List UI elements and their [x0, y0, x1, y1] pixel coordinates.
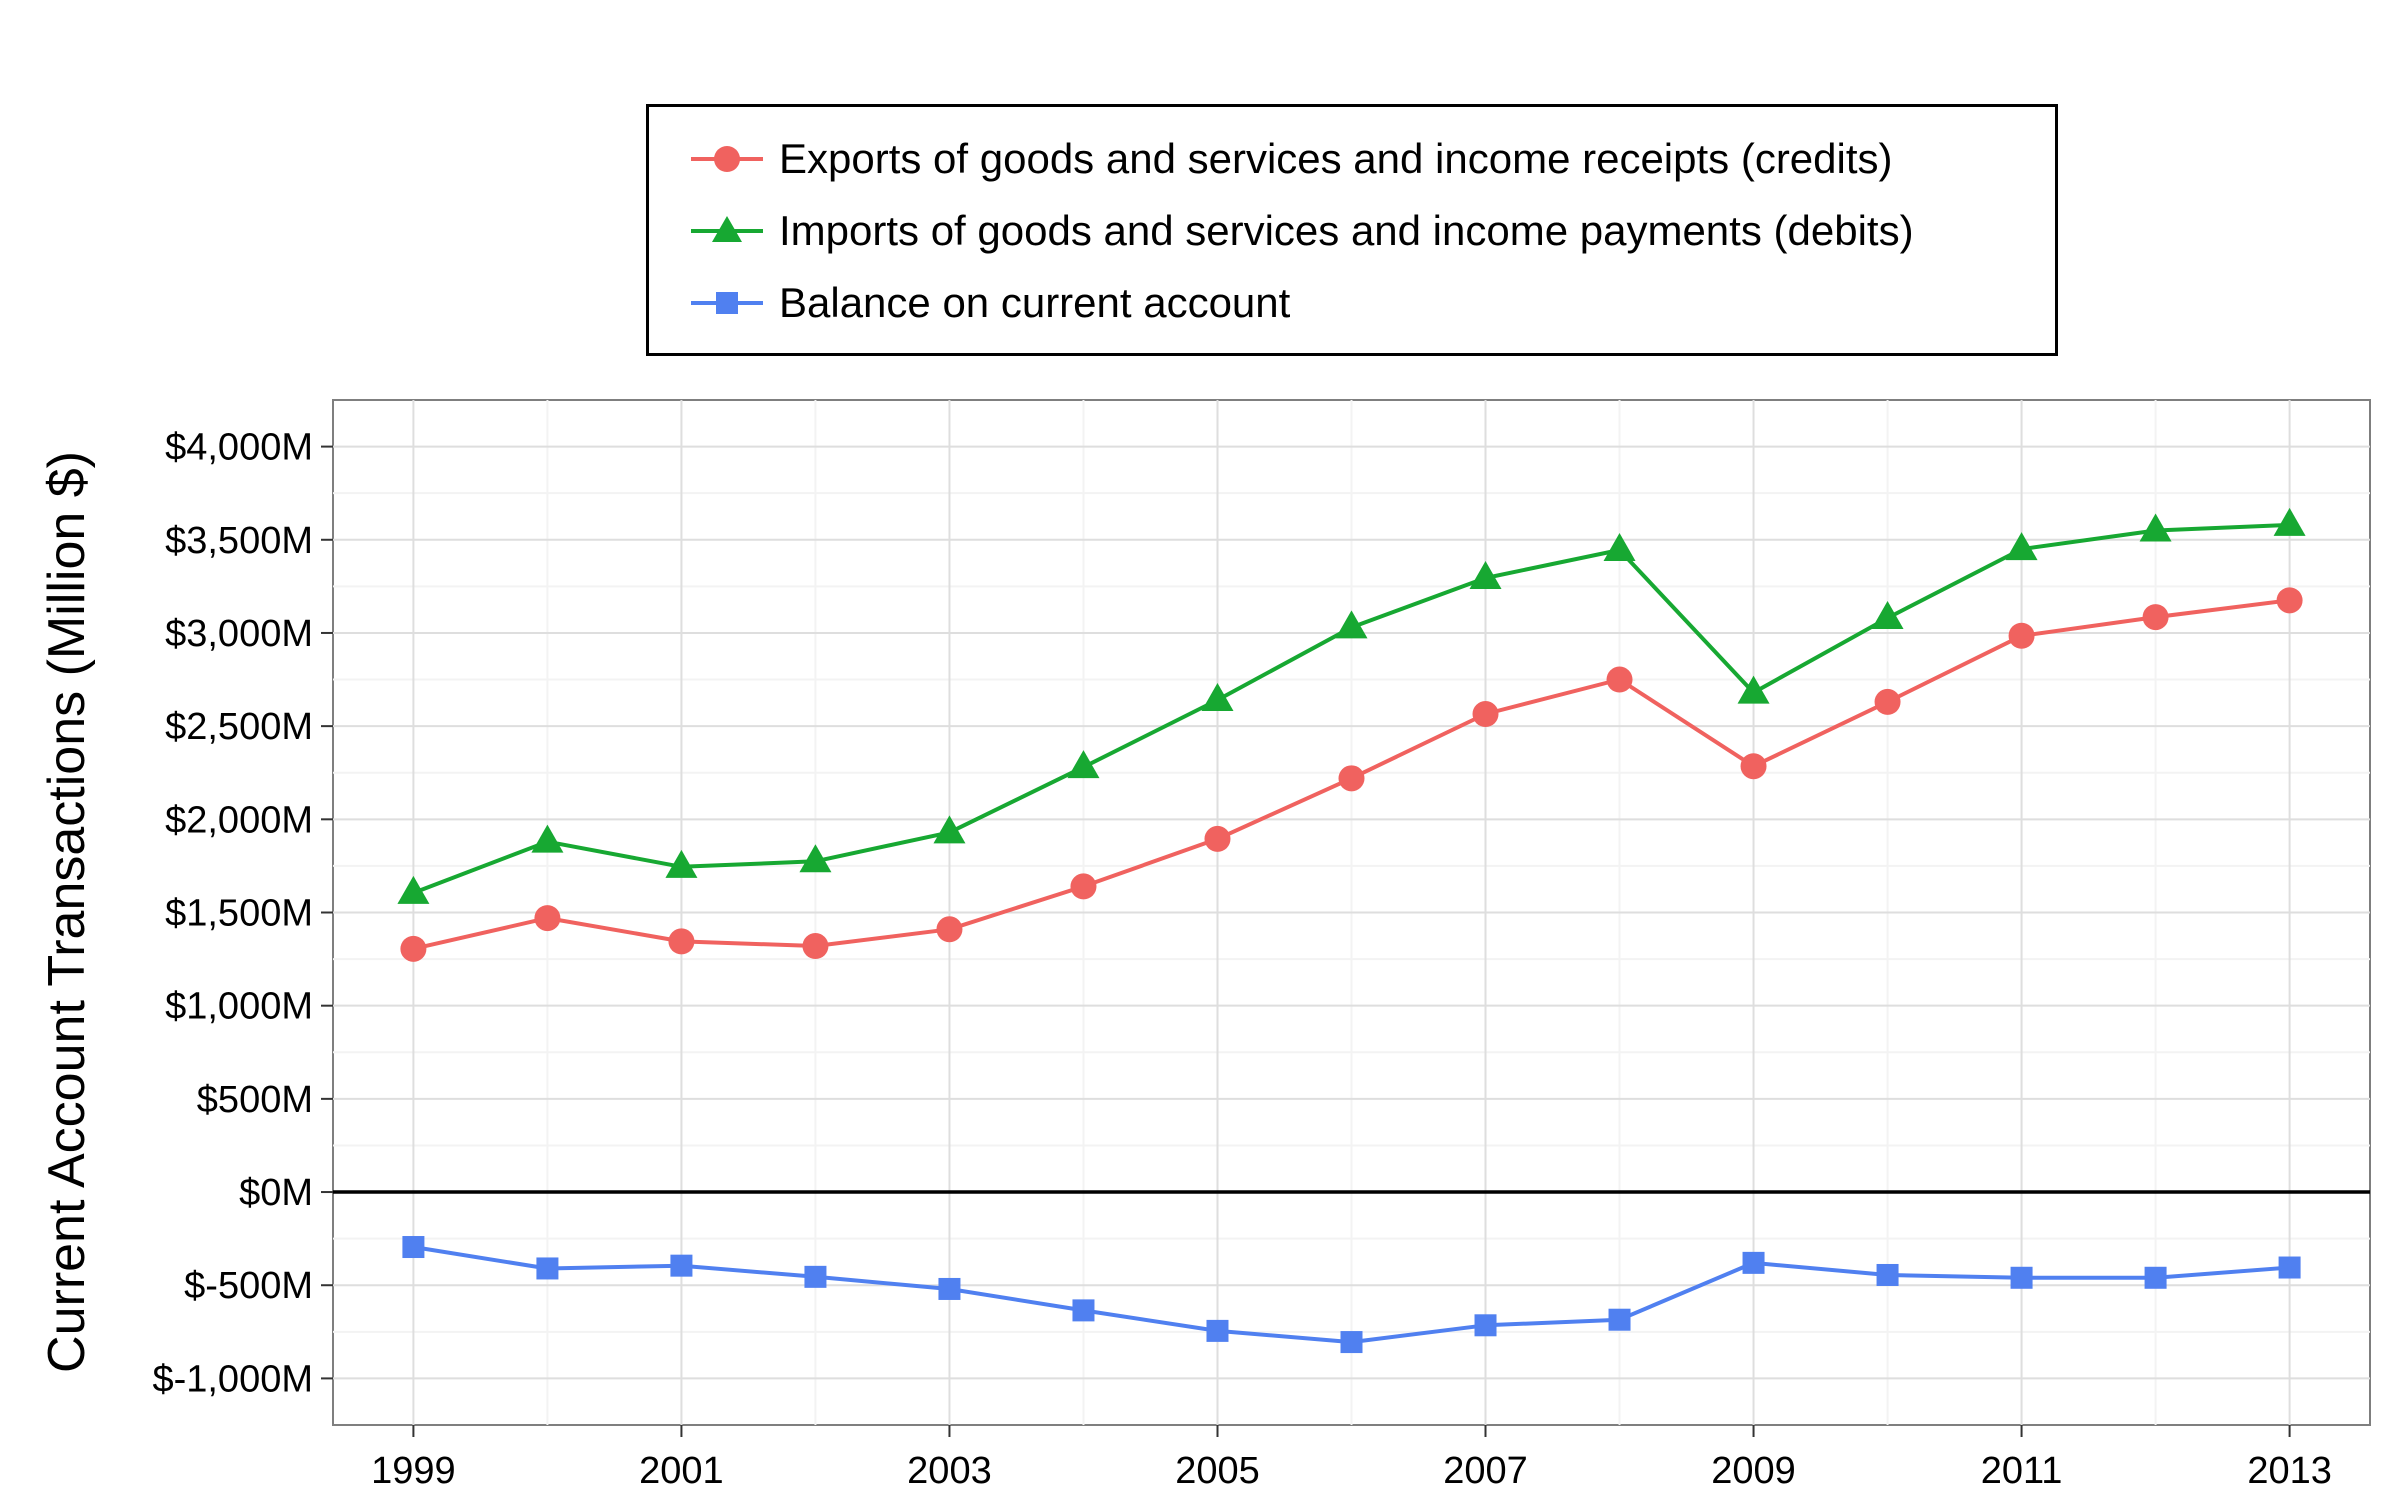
data-point — [1340, 1331, 1363, 1354]
legend-item-balance: Balance on current account — [687, 267, 1290, 339]
data-point — [1469, 560, 1502, 589]
data-point — [1603, 533, 1636, 562]
data-point — [1072, 1299, 1095, 1322]
data-point — [802, 933, 829, 960]
legend-label-imports: Imports of goods and services and income… — [779, 207, 1914, 254]
data-point — [1871, 601, 1904, 630]
data-point — [938, 1277, 961, 1300]
x-tick-label: 2003 — [907, 1450, 992, 1492]
minor-gridlines — [333, 400, 2370, 1425]
legend-label-balance: Balance on current account — [779, 279, 1291, 326]
data-point — [1067, 750, 1100, 779]
data-point — [2273, 507, 2306, 536]
data-point — [1740, 753, 1767, 780]
x-axis: 1999 2001 2003 2005 2007 2009 2011 2013 — [371, 1425, 2332, 1492]
series-2 — [402, 1236, 2301, 1354]
data-point — [1874, 688, 1901, 715]
data-point — [670, 1254, 693, 1277]
y-tick-label: $-1,000M — [152, 1358, 313, 1400]
x-tick-label: 2009 — [1711, 1450, 1796, 1492]
x-tick-label: 2001 — [639, 1450, 724, 1492]
data-point — [1335, 610, 1368, 639]
legend-key-exports — [691, 146, 763, 172]
data-point — [1204, 825, 1231, 852]
data-point — [402, 1236, 425, 1259]
data-point — [1876, 1263, 1899, 1286]
data-point — [2276, 587, 2303, 614]
legend-key-balance — [691, 292, 763, 314]
data-point — [400, 935, 427, 962]
data-point — [665, 849, 698, 878]
data-point — [534, 905, 561, 932]
legend-item-exports: Exports of goods and services and income… — [687, 123, 1893, 195]
data-point — [1737, 675, 1770, 704]
y-tick-label: $2,000M — [165, 799, 313, 841]
data-point — [804, 1265, 827, 1288]
data-point — [2278, 1256, 2301, 1279]
series-0 — [400, 587, 2303, 962]
x-tick-label: 2011 — [1981, 1450, 2063, 1492]
data-point — [2144, 1266, 2167, 1289]
x-tick-label: 2007 — [1443, 1450, 1528, 1492]
data-point — [799, 844, 832, 873]
y-tick-label: $0M — [239, 1172, 313, 1214]
y-tick-label: $2,500M — [165, 706, 313, 748]
data-point — [536, 1257, 559, 1280]
x-tick-label: 2013 — [2247, 1450, 2332, 1492]
legend-label-exports: Exports of goods and services and income… — [779, 135, 1893, 182]
x-tick-label: 1999 — [371, 1450, 456, 1492]
y-tick-label: $-500M — [184, 1265, 313, 1307]
y-tick-label: $1,000M — [165, 986, 313, 1028]
data-point — [1070, 873, 1097, 900]
y-tick-label: $1,500M — [165, 893, 313, 935]
data-point — [1608, 1308, 1631, 1331]
data-point — [2005, 532, 2038, 561]
series-1 — [397, 507, 2306, 904]
data-point — [2142, 604, 2169, 631]
data-point — [1742, 1251, 1765, 1274]
y-tick-label: $3,000M — [165, 613, 313, 655]
legend-key-imports — [691, 216, 763, 242]
y-axis-title: Current Account Transactions (Million $) — [38, 451, 96, 1373]
y-tick-label: $3,500M — [165, 520, 313, 562]
series-layer — [397, 507, 2306, 1354]
data-point — [668, 928, 695, 955]
x-tick-label: 2005 — [1175, 1450, 1260, 1492]
data-point — [1606, 666, 1633, 693]
y-axis: $-1,000M $-500M $0M $500M $1,000M $1,500M $2,0… — [152, 427, 333, 1400]
data-point — [1206, 1319, 1229, 1342]
data-point — [1338, 765, 1365, 792]
data-point — [1472, 701, 1499, 728]
data-point — [2008, 622, 2035, 649]
y-tick-label: $500M — [197, 1079, 313, 1121]
data-point — [933, 815, 966, 844]
data-point — [397, 875, 430, 904]
data-point — [2010, 1266, 2033, 1289]
y-tick-label: $4,000M — [165, 427, 313, 469]
legend: Exports of goods and services and income… — [646, 104, 2058, 356]
data-point — [1474, 1314, 1497, 1337]
data-point — [1201, 683, 1234, 712]
data-point — [531, 824, 564, 853]
legend-item-imports: Imports of goods and services and income… — [687, 195, 1914, 267]
data-point — [2139, 513, 2172, 542]
data-point — [936, 916, 963, 943]
